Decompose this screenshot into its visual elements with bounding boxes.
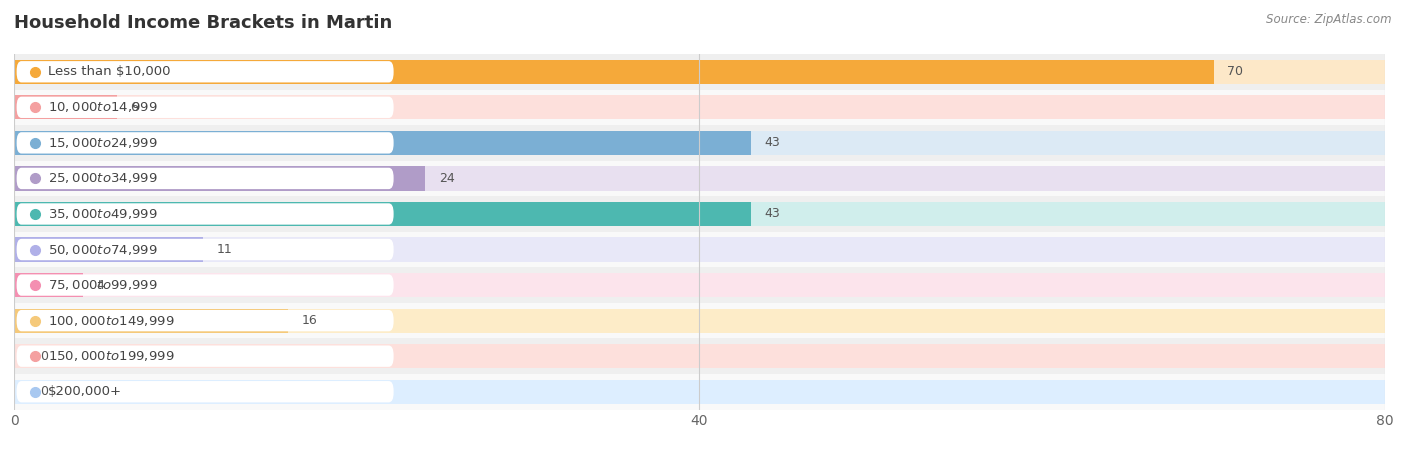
FancyBboxPatch shape xyxy=(17,168,394,189)
Bar xyxy=(14,131,1385,155)
Bar xyxy=(14,161,1385,196)
Bar xyxy=(14,166,1385,190)
Text: $100,000 to $149,999: $100,000 to $149,999 xyxy=(48,314,174,328)
Text: 6: 6 xyxy=(131,101,138,114)
Bar xyxy=(14,273,83,297)
Bar xyxy=(14,60,1213,84)
Bar xyxy=(14,273,1385,297)
Bar xyxy=(14,125,1385,161)
Text: 4: 4 xyxy=(96,279,104,292)
Bar xyxy=(14,202,751,226)
Bar xyxy=(14,238,1385,261)
Text: $50,000 to $74,999: $50,000 to $74,999 xyxy=(48,243,157,256)
Text: $150,000 to $199,999: $150,000 to $199,999 xyxy=(48,349,174,363)
Bar xyxy=(14,232,1385,267)
Bar xyxy=(14,60,1385,84)
Bar xyxy=(14,374,1385,410)
Text: $75,000 to $99,999: $75,000 to $99,999 xyxy=(48,278,157,292)
Text: 70: 70 xyxy=(1227,65,1243,78)
Bar xyxy=(14,196,1385,232)
Text: $35,000 to $49,999: $35,000 to $49,999 xyxy=(48,207,157,221)
Bar xyxy=(14,90,1385,125)
Bar xyxy=(14,309,1385,333)
FancyBboxPatch shape xyxy=(17,310,394,331)
Text: $15,000 to $24,999: $15,000 to $24,999 xyxy=(48,136,157,150)
Bar xyxy=(14,238,202,261)
FancyBboxPatch shape xyxy=(17,203,394,225)
Bar xyxy=(14,166,425,190)
FancyBboxPatch shape xyxy=(17,274,394,296)
Bar xyxy=(14,131,751,155)
FancyBboxPatch shape xyxy=(17,97,394,118)
Bar xyxy=(14,303,1385,338)
Text: 43: 43 xyxy=(765,207,780,220)
Text: 0: 0 xyxy=(39,385,48,398)
FancyBboxPatch shape xyxy=(17,346,394,367)
Text: 24: 24 xyxy=(439,172,454,185)
Text: $25,000 to $34,999: $25,000 to $34,999 xyxy=(48,171,157,185)
FancyBboxPatch shape xyxy=(17,61,394,82)
Bar xyxy=(14,309,288,333)
Bar xyxy=(14,344,1385,368)
Text: $10,000 to $14,999: $10,000 to $14,999 xyxy=(48,100,157,114)
Bar xyxy=(14,267,1385,303)
Text: 0: 0 xyxy=(39,350,48,363)
Text: Household Income Brackets in Martin: Household Income Brackets in Martin xyxy=(14,14,392,32)
Bar xyxy=(14,95,1385,119)
Bar xyxy=(14,380,1385,404)
Text: 16: 16 xyxy=(302,314,318,327)
Bar xyxy=(14,338,1385,374)
Bar xyxy=(14,202,1385,226)
Bar xyxy=(14,54,1385,90)
Text: Less than $10,000: Less than $10,000 xyxy=(48,65,172,78)
Text: 43: 43 xyxy=(765,136,780,149)
FancyBboxPatch shape xyxy=(17,381,394,402)
FancyBboxPatch shape xyxy=(17,132,394,153)
Text: $200,000+: $200,000+ xyxy=(48,385,122,398)
Text: Source: ZipAtlas.com: Source: ZipAtlas.com xyxy=(1267,14,1392,27)
Text: 11: 11 xyxy=(217,243,232,256)
FancyBboxPatch shape xyxy=(17,239,394,260)
Bar xyxy=(14,95,117,119)
